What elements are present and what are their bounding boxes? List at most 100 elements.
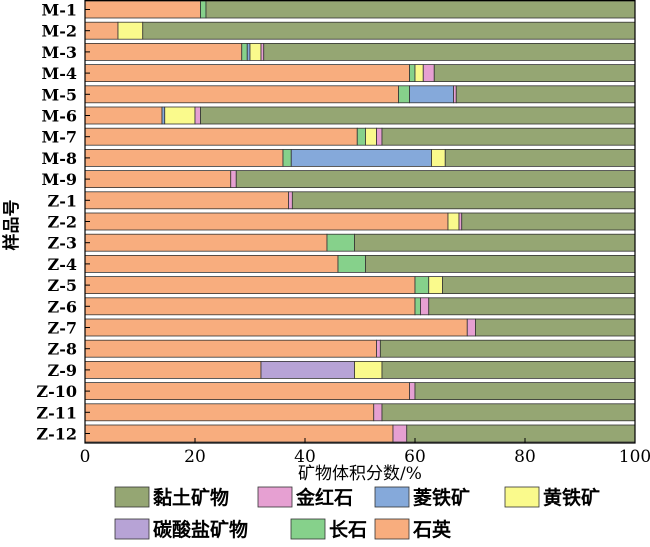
bar-segment bbox=[392, 424, 408, 443]
y-tick-label: Z-5 bbox=[48, 276, 77, 295]
bar-segment bbox=[84, 0, 201, 19]
bar-segment bbox=[414, 276, 430, 295]
bar-segment bbox=[84, 148, 284, 167]
bar-segment bbox=[200, 0, 207, 19]
bar-segment bbox=[84, 382, 410, 401]
bar-segment bbox=[398, 85, 410, 104]
bar-segment bbox=[409, 64, 416, 82]
y-tick-label: M-8 bbox=[42, 149, 77, 168]
bar-segment bbox=[444, 148, 636, 167]
y-tick-label: M-9 bbox=[42, 170, 77, 189]
legend-swatch bbox=[257, 486, 293, 508]
bar-segment bbox=[356, 127, 366, 146]
bar-segment bbox=[84, 233, 328, 252]
bar-segment bbox=[406, 424, 636, 443]
y-tick-label: Z-8 bbox=[48, 340, 77, 359]
bar-segment bbox=[381, 127, 636, 146]
bar-segment bbox=[475, 318, 636, 337]
bar-segment bbox=[409, 382, 416, 401]
bar-segment bbox=[263, 43, 636, 61]
bar-segment bbox=[414, 64, 424, 82]
bar-segment bbox=[260, 360, 355, 379]
bar-segment bbox=[376, 127, 383, 146]
bar-segment bbox=[414, 297, 421, 316]
bar-segment bbox=[84, 403, 375, 422]
bar-segment bbox=[291, 191, 636, 210]
bar-segment bbox=[326, 233, 355, 252]
bar-segment bbox=[249, 43, 262, 61]
bar-segment bbox=[142, 21, 636, 40]
y-tick-label: M-4 bbox=[42, 64, 77, 83]
bar-segment bbox=[288, 191, 293, 210]
bar-segment bbox=[431, 148, 446, 167]
bar-segment bbox=[164, 106, 196, 125]
legend-swatch bbox=[374, 486, 410, 508]
bar-segment bbox=[466, 318, 476, 337]
bar-segment bbox=[381, 360, 636, 379]
legend-swatch bbox=[290, 518, 326, 540]
bar-segment bbox=[241, 43, 248, 61]
x-axis-label: 矿物体积分数/% bbox=[298, 464, 422, 484]
x-tick-label: 0 bbox=[80, 447, 91, 467]
y-tick-label: M-2 bbox=[42, 22, 77, 41]
y-axis-label: 样品号 bbox=[1, 200, 22, 251]
bars-layer bbox=[84, 0, 636, 443]
bar-segment bbox=[379, 339, 636, 358]
bar-segment bbox=[84, 339, 377, 358]
y-tick-label: Z-1 bbox=[48, 191, 77, 210]
bar-segment bbox=[461, 212, 636, 231]
legend-label: 长石 bbox=[329, 519, 367, 541]
y-tick-label: Z-7 bbox=[48, 319, 77, 338]
bar-segment bbox=[428, 297, 636, 316]
legend-swatch bbox=[114, 486, 150, 508]
bar-segment bbox=[84, 64, 410, 82]
bar-segment bbox=[84, 212, 449, 231]
bar-segment bbox=[194, 106, 201, 125]
bar-segment bbox=[84, 127, 358, 146]
bar-segment bbox=[260, 43, 265, 61]
bar-segment bbox=[205, 0, 636, 19]
bar-segment bbox=[354, 360, 383, 379]
y-tick-label: Z-10 bbox=[36, 382, 77, 401]
bar-segment bbox=[246, 43, 251, 61]
bar-segment bbox=[354, 233, 636, 252]
bar-segment bbox=[84, 424, 394, 443]
legend-label: 黏土矿物 bbox=[153, 486, 229, 509]
legend-label: 菱铁矿 bbox=[413, 486, 470, 509]
bar-segment bbox=[200, 106, 636, 125]
bar-segment bbox=[442, 276, 636, 295]
y-tick-label: M-5 bbox=[42, 85, 77, 104]
bar-segment bbox=[365, 127, 377, 146]
legend-label: 碳酸盐矿物 bbox=[153, 518, 248, 541]
bar-segment bbox=[282, 148, 292, 167]
bar-segment bbox=[84, 191, 289, 210]
legend-swatch bbox=[114, 518, 150, 540]
y-tick-label: M-1 bbox=[42, 1, 77, 20]
bar-segment bbox=[84, 318, 468, 337]
y-tick-label: Z-2 bbox=[48, 213, 77, 232]
y-axis-ticks: M-1 M-2 M-3 M-4 M-5 M-6 M-7 M-8 M-9 Z-1 Z-2 Z-3 Z-4 Z… bbox=[36, 1, 90, 444]
bar-segment bbox=[453, 85, 457, 104]
y-tick-label: Z-12 bbox=[36, 425, 77, 444]
bar-segment bbox=[422, 64, 435, 82]
bar-segment bbox=[84, 360, 262, 379]
legend-label: 黄铁矿 bbox=[543, 486, 600, 509]
bar-segment bbox=[161, 106, 166, 125]
x-tick-label: 40 bbox=[294, 447, 316, 467]
bar-segment bbox=[381, 403, 636, 422]
y-tick-label: Z-3 bbox=[48, 234, 77, 253]
bar-segment bbox=[337, 254, 366, 273]
bar-segment bbox=[433, 64, 636, 82]
y-tick-label: M-6 bbox=[42, 107, 77, 126]
bar-segment bbox=[235, 170, 636, 189]
y-tick-label: Z-9 bbox=[48, 361, 77, 380]
y-tick-label: M-3 bbox=[42, 43, 77, 62]
bar-segment bbox=[376, 339, 381, 358]
x-tick-label: 100 bbox=[619, 447, 650, 467]
bar-segment bbox=[428, 276, 443, 295]
x-axis-ticks: 0 20 40 60 80 100 bbox=[80, 438, 650, 467]
bar-segment bbox=[447, 212, 460, 231]
legend-swatch bbox=[504, 486, 540, 508]
